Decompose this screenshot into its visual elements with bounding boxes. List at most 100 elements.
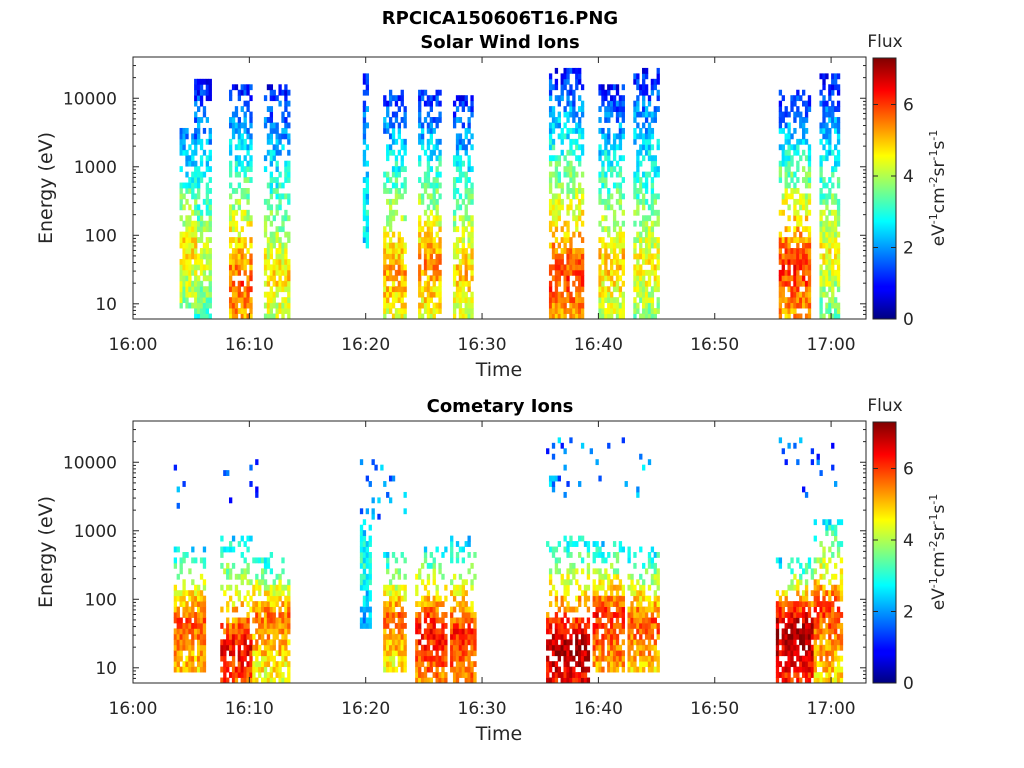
- spectrogram-cell: [580, 286, 585, 293]
- spectrogram-cell: [572, 106, 576, 112]
- spectrogram-cell: [266, 291, 271, 298]
- spectrogram-cell: [194, 595, 198, 602]
- spectrogram-cell: [394, 258, 399, 265]
- spectrogram-cell: [580, 248, 585, 254]
- spectrogram-cell: [194, 557, 198, 564]
- x-tick-label: 16:20: [341, 335, 390, 355]
- spectrogram-cell: [831, 302, 835, 309]
- spectrogram-cell: [572, 562, 576, 569]
- spectrogram-cell: [426, 655, 431, 662]
- spectrogram-cell: [802, 672, 806, 678]
- spectrogram-cell: [799, 291, 803, 298]
- spectrogram-cell: [194, 133, 198, 140]
- spectrogram-cell: [269, 237, 274, 243]
- spectrogram-cell: [566, 171, 570, 178]
- spectrogram-cell: [612, 209, 617, 216]
- spectrogram-cell: [778, 248, 783, 254]
- spectrogram-cell: [560, 617, 564, 624]
- spectrogram-cell: [266, 612, 271, 618]
- spectrogram-cell: [656, 595, 660, 602]
- spectrogram-cell: [627, 639, 631, 646]
- spectrogram-cell: [359, 606, 364, 613]
- spectrogram-cell: [199, 171, 204, 178]
- spectrogram-cell: [397, 188, 401, 194]
- spectrogram-cell: [458, 601, 463, 607]
- spectrogram-cell: [234, 264, 239, 271]
- spectrogram-cell: [560, 264, 564, 271]
- spectrogram-cell: [598, 291, 602, 298]
- spectrogram-cell: [551, 672, 556, 678]
- spectrogram-cell: [191, 606, 195, 613]
- spectrogram-cell: [362, 579, 367, 586]
- spectrogram-cell: [642, 661, 646, 668]
- spectrogram-cell: [269, 204, 274, 211]
- spectrogram-cell: [610, 579, 614, 586]
- spectrogram-cell: [391, 231, 396, 238]
- spectrogram-cell: [580, 193, 585, 200]
- spectrogram-cell: [554, 557, 559, 564]
- spectrogram-cell: [388, 661, 393, 668]
- spectrogram-cell: [455, 166, 460, 173]
- spectrogram-cell: [784, 590, 788, 597]
- spectrogram-cell: [278, 579, 282, 586]
- spectrogram-cell: [185, 226, 189, 233]
- spectrogram-cell: [644, 144, 649, 151]
- spectrogram-cell: [467, 677, 471, 684]
- spectrogram-cell: [400, 661, 404, 668]
- spectrogram-cell: [246, 622, 250, 629]
- spectrogram-cell: [400, 100, 404, 107]
- spectrogram-cell: [804, 612, 809, 618]
- spectrogram-cell: [418, 138, 422, 145]
- spectrogram-cell: [595, 541, 599, 547]
- spectrogram-cell: [601, 95, 605, 102]
- spectrogram-cell: [586, 595, 591, 602]
- spectrogram-cell: [435, 117, 439, 123]
- spectrogram-cell: [249, 138, 253, 145]
- spectrogram-cell: [269, 149, 274, 156]
- spectrogram-cell: [380, 464, 384, 471]
- spectrogram-cell: [790, 650, 794, 657]
- spectrogram-cell: [240, 138, 244, 145]
- spectrogram-cell: [639, 606, 643, 613]
- spectrogram-cell: [415, 584, 419, 591]
- spectrogram-cell: [208, 127, 212, 134]
- spectrogram-cell: [796, 209, 800, 216]
- spectrogram-cell: [444, 612, 448, 618]
- spectrogram-cell: [781, 644, 785, 651]
- spectrogram-cell: [260, 568, 265, 575]
- spectrogram-cell: [281, 133, 285, 140]
- spectrogram-cell: [426, 220, 431, 227]
- spectrogram-cell: [793, 308, 797, 314]
- spectrogram-cell: [644, 644, 649, 651]
- spectrogram-cell: [281, 248, 285, 254]
- spectrogram-cell: [275, 308, 279, 314]
- spectrogram-cell: [231, 204, 236, 211]
- spectrogram-cell: [566, 644, 570, 651]
- spectrogram-cell: [656, 258, 660, 265]
- spectrogram-cell: [400, 595, 404, 602]
- spectrogram-cell: [598, 220, 602, 227]
- spectrogram-cell: [586, 639, 591, 646]
- spectrogram-cell: [819, 557, 823, 564]
- spectrogram-cell: [799, 215, 803, 222]
- spectrogram-cell: [580, 149, 585, 156]
- spectrogram-cell: [240, 672, 244, 678]
- spectrogram-cell: [647, 639, 652, 646]
- spectrogram-cell: [272, 149, 276, 156]
- spectrogram-cell: [554, 628, 559, 635]
- spectrogram-cell: [403, 111, 407, 118]
- spectrogram-cell: [793, 442, 797, 449]
- spectrogram-cell: [548, 171, 553, 178]
- spectrogram-cell: [388, 149, 393, 156]
- spectrogram-cell: [418, 601, 422, 607]
- spectrogram-cell: [388, 633, 393, 640]
- spectrogram-cell: [234, 155, 239, 162]
- spectrogram-cell: [557, 568, 561, 575]
- spectrogram-cell: [569, 579, 573, 586]
- spectrogram-cell: [234, 617, 239, 624]
- spectrogram-cell: [572, 149, 576, 156]
- spectrogram-cell: [787, 269, 791, 276]
- spectrogram-cell: [237, 248, 242, 254]
- spectrogram-cell: [653, 166, 657, 173]
